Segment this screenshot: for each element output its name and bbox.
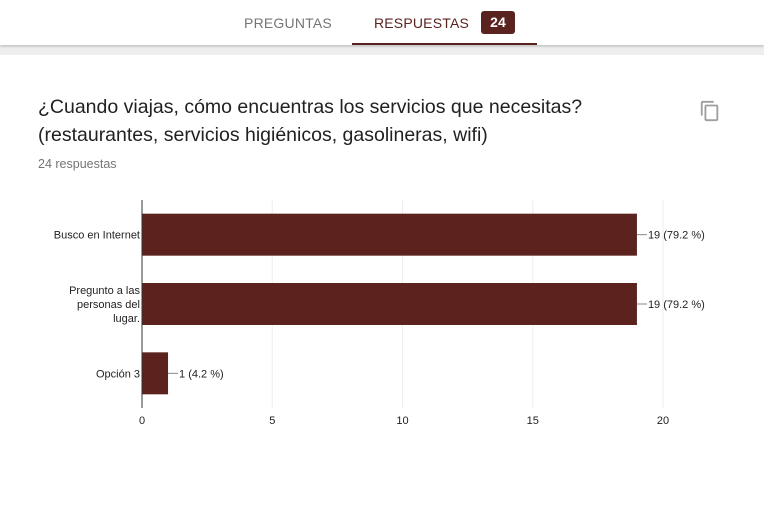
tab-questions-label: PREGUNTAS — [244, 14, 332, 31]
tab-questions[interactable]: PREGUNTAS — [224, 0, 352, 45]
x-tick-label: 5 — [269, 415, 275, 427]
x-tick-label: 10 — [396, 415, 408, 427]
content-band — [0, 45, 764, 55]
x-tick-label: 20 — [657, 415, 669, 427]
data-label: 1 (4.2 %) — [179, 368, 224, 380]
question-title: ¿Cuando viajas, cómo encuentras los serv… — [38, 96, 583, 146]
active-tab-indicator — [352, 43, 537, 45]
bar — [142, 213, 637, 256]
category-label: Opción 3 — [96, 368, 140, 380]
tab-responses-label: RESPUESTAS — [373, 14, 470, 31]
bar-chart: 0 5 10 15 20 19 (79.2 %) Busco en Internet 19 (… — [54, 200, 705, 427]
bar — [142, 352, 169, 395]
x-tick-label: 0 — [139, 415, 145, 427]
bar — [142, 283, 637, 325]
tab-bar: PREGUNTAS RESPUESTAS 24 — [0, 0, 764, 45]
response-count: 24 respuestas — [38, 157, 117, 171]
responses-count-badge: 24 — [481, 11, 516, 34]
copy-icon[interactable] — [699, 100, 721, 122]
data-label: 19 (79.2 %) — [648, 299, 705, 311]
category-label: Busco en Internet — [54, 230, 140, 242]
category-label: Pregunto a las personas del lugar. — [69, 285, 140, 325]
data-label: 19 (79.2 %) — [648, 230, 705, 242]
tab-responses[interactable]: RESPUESTAS 24 — [352, 0, 537, 45]
x-tick-label: 15 — [527, 415, 539, 427]
